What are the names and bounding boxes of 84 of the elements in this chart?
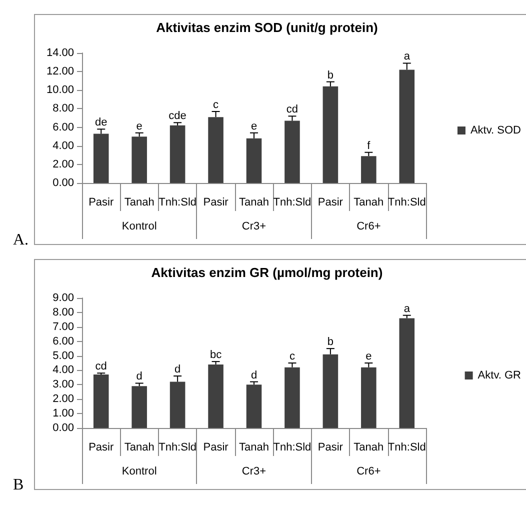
x-tick-label: Tanah bbox=[124, 442, 154, 454]
data-label: d bbox=[136, 370, 142, 383]
y-tick-label: 9.00 bbox=[52, 292, 74, 304]
chart-title: Aktivitas enzim GR (µmol/mg protein) bbox=[151, 265, 383, 280]
data-label: a bbox=[404, 50, 411, 63]
y-tick-label: 4.00 bbox=[52, 364, 74, 376]
bar bbox=[322, 354, 338, 428]
y-tick-label: 8.00 bbox=[52, 306, 74, 318]
bar bbox=[208, 364, 224, 428]
data-label: cde bbox=[168, 110, 186, 122]
x-tick-label: Tnh:Sld bbox=[158, 442, 197, 454]
x-tick-label: Pasir bbox=[203, 196, 229, 208]
bar bbox=[322, 86, 338, 183]
x-tick-label: Tanah bbox=[239, 196, 269, 208]
y-tick-label: 0.00 bbox=[52, 177, 74, 189]
data-label: f bbox=[367, 140, 372, 152]
y-tick-label: 12.00 bbox=[46, 66, 74, 78]
bar bbox=[399, 318, 415, 428]
x-tick-label: Tnh:Sld bbox=[158, 196, 197, 208]
y-tick-label: 3.00 bbox=[52, 378, 74, 391]
y-tick-label: 14.00 bbox=[46, 47, 74, 59]
bar bbox=[399, 70, 415, 183]
x-tick-label: Pasir bbox=[203, 442, 229, 454]
data-label: d bbox=[174, 364, 181, 376]
y-tick-label: 8.00 bbox=[52, 102, 74, 115]
x-tick-label: Tnh:Sld bbox=[273, 196, 312, 208]
data-label: d bbox=[250, 369, 258, 382]
y-tick-label: 5.00 bbox=[52, 350, 74, 362]
x-tick-label: Tanah bbox=[354, 442, 384, 454]
x-tick-label: Tanah bbox=[124, 196, 154, 208]
data-label: cd bbox=[95, 360, 107, 373]
data-label: e bbox=[366, 350, 372, 362]
x-tick-label: Tanah bbox=[239, 442, 269, 454]
bar bbox=[170, 125, 186, 183]
chart-title: Aktivitas enzim SOD (unit/g protein) bbox=[156, 20, 378, 35]
text: Cr3+ bbox=[242, 466, 266, 478]
data-label: e bbox=[250, 120, 258, 132]
data-label: b bbox=[327, 69, 334, 82]
bar bbox=[132, 386, 147, 428]
y-tick-label: 6.00 bbox=[52, 335, 74, 348]
x-tick-label: Pasir bbox=[88, 442, 114, 454]
text: Kontrol bbox=[122, 220, 157, 232]
y-tick-label: 7.00 bbox=[52, 320, 74, 333]
x-tick-label: Pasir bbox=[318, 196, 344, 208]
data-label: e bbox=[136, 120, 142, 132]
data-label: cd bbox=[286, 104, 298, 116]
data-label: a bbox=[404, 302, 411, 315]
y-tick-label: 0.00 bbox=[52, 422, 74, 434]
legend-label: Aktv. GR bbox=[478, 370, 522, 382]
bar bbox=[208, 117, 224, 183]
bar bbox=[246, 138, 262, 183]
legend-label: Aktv. SOD bbox=[470, 124, 522, 136]
x-tick-label: Tnh:Sld bbox=[388, 196, 426, 208]
bar bbox=[361, 367, 376, 428]
y-tick-label: 4.00 bbox=[52, 140, 74, 152]
bar bbox=[284, 120, 300, 183]
data-label: b bbox=[327, 336, 334, 348]
data-label: de bbox=[94, 116, 108, 129]
bar bbox=[132, 136, 147, 183]
bar bbox=[284, 367, 300, 428]
x-tick-label: Tnh:Sld bbox=[388, 442, 426, 454]
x-tick-label: Tnh:Sld bbox=[273, 442, 312, 454]
y-tick-label: 2.00 bbox=[52, 158, 74, 170]
text: A. bbox=[13, 232, 29, 248]
text: Kontrol bbox=[122, 466, 157, 478]
text: Cr6+ bbox=[356, 220, 381, 232]
bar bbox=[246, 384, 262, 428]
y-tick-label: 2.00 bbox=[52, 393, 74, 406]
y-tick-label: 1.00 bbox=[52, 408, 74, 420]
bar bbox=[93, 134, 109, 183]
y-tick-label: 10.00 bbox=[46, 84, 74, 96]
data-label: bc bbox=[210, 349, 222, 362]
text: B bbox=[13, 476, 24, 494]
bar bbox=[361, 156, 376, 183]
data-label: c bbox=[289, 350, 296, 362]
bar bbox=[93, 374, 109, 428]
y-tick-label: 6.00 bbox=[52, 121, 74, 134]
bar bbox=[170, 382, 186, 428]
x-tick-label: Tanah bbox=[354, 196, 384, 208]
x-tick-label: Pasir bbox=[88, 196, 114, 208]
x-tick-label: Pasir bbox=[318, 442, 344, 454]
text: Cr3+ bbox=[242, 220, 266, 232]
text: Cr6+ bbox=[356, 466, 381, 478]
data-label: c bbox=[213, 99, 220, 111]
